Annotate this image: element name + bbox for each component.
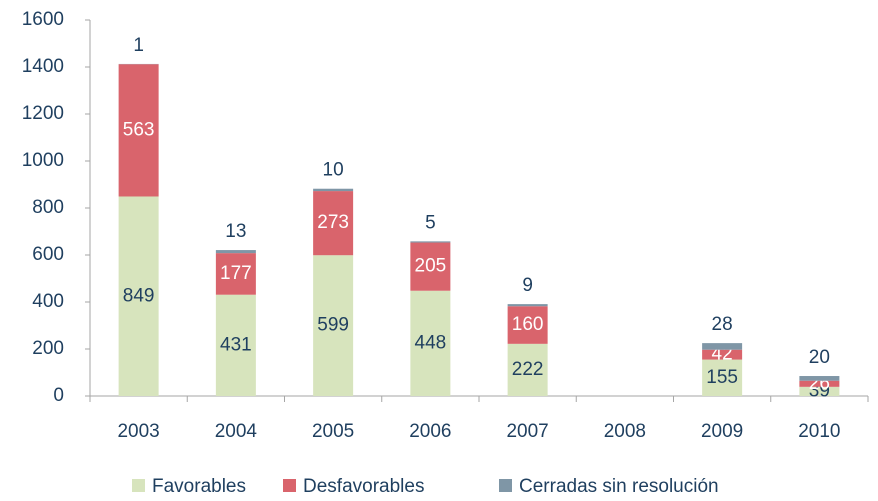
- bar-segment: [507, 343, 548, 396]
- bar-segment: [799, 376, 840, 381]
- bar-segment: [410, 241, 451, 243]
- bar-segment: [799, 386, 840, 396]
- data-label: 205: [415, 256, 447, 277]
- x-tick-label: 2007: [506, 421, 548, 442]
- bar-segment: [507, 306, 548, 344]
- data-label: 26: [809, 373, 830, 394]
- y-tick-label: 600: [32, 244, 64, 265]
- x-tick-label: 2008: [604, 421, 646, 442]
- y-tick-label: 800: [32, 197, 64, 218]
- legend-label: Favorables: [152, 476, 246, 497]
- data-label: 599: [317, 315, 349, 336]
- legend-swatch: [132, 479, 145, 492]
- y-tick-label: 200: [32, 338, 64, 359]
- y-tick-label: 1000: [22, 150, 64, 171]
- bar-segment: [118, 196, 159, 396]
- data-label: 13: [225, 221, 246, 242]
- bar-segment: [215, 294, 256, 396]
- legend-label: Desfavorables: [303, 476, 424, 497]
- data-label: 431: [220, 334, 252, 355]
- bar-segment: [507, 304, 548, 307]
- legend-swatch: [499, 479, 512, 492]
- bar-segment: [215, 250, 256, 254]
- bar-segment: [215, 253, 256, 295]
- bar-segment: [313, 255, 354, 396]
- data-label: 5: [425, 212, 436, 233]
- data-label: 273: [317, 212, 349, 233]
- bar-segment: [799, 380, 840, 387]
- data-label: 448: [415, 332, 447, 353]
- y-tick-label: 1600: [22, 9, 64, 30]
- bar-segment: [410, 290, 451, 396]
- y-tick-label: 400: [32, 291, 64, 312]
- data-label: 155: [706, 367, 738, 388]
- bar-segment: [313, 191, 354, 256]
- x-tick-label: 2005: [312, 421, 354, 442]
- y-tick-label: 0: [53, 385, 64, 406]
- x-tick-label: 2009: [701, 421, 743, 442]
- bar-segment: [410, 242, 451, 291]
- y-tick-label: 1200: [22, 103, 64, 124]
- data-label: 177: [220, 263, 252, 284]
- bar-segment: [702, 349, 743, 360]
- x-tick-label: 2004: [215, 421, 258, 442]
- bar-segment: [313, 188, 354, 192]
- data-label: 20: [809, 347, 830, 368]
- data-label: 563: [123, 119, 155, 140]
- x-tick-label: 2010: [798, 421, 840, 442]
- data-label: 160: [512, 314, 544, 335]
- bar-segment: [118, 64, 159, 197]
- x-tick-label: 2003: [117, 421, 159, 442]
- bar-segment: [702, 359, 743, 396]
- data-label: 849: [123, 285, 155, 306]
- data-label: 9: [522, 275, 533, 296]
- y-tick-label: 1400: [22, 56, 64, 77]
- data-label: 28: [712, 314, 733, 335]
- legend-label: Cerradas sin resolución: [519, 476, 719, 497]
- data-label: 1: [133, 35, 144, 56]
- data-label: 222: [512, 359, 544, 380]
- data-label: 10: [323, 160, 344, 181]
- legend-swatch: [283, 479, 296, 492]
- x-tick-label: 2006: [409, 421, 451, 442]
- bar-segment: [702, 343, 743, 350]
